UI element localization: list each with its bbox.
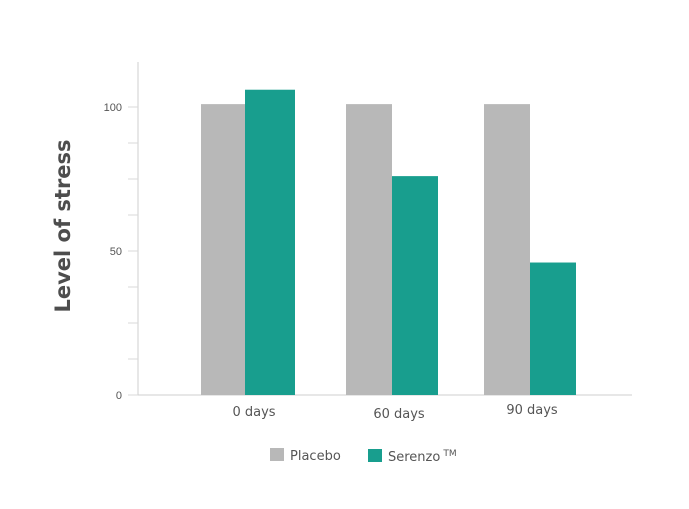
legend: Placebo Serenzo TM: [270, 448, 457, 465]
y-tick-label: 0: [116, 390, 122, 402]
bars: [201, 89, 576, 396]
legend-label-serenzo-tm: TM: [442, 449, 456, 459]
legend-swatch-serenzo: [368, 449, 382, 462]
bar-placebo-0: [201, 104, 245, 396]
bar-serenzo-0: [245, 89, 295, 395]
bar-serenzo-2: [530, 262, 576, 395]
legend-label-serenzo-name: Serenzo: [388, 450, 440, 465]
category-labels: 0 days 60 days 90 days: [232, 403, 557, 422]
y-tick-label: 50: [110, 246, 122, 258]
x-tick-label: 90 days: [506, 403, 558, 418]
y-axis-label: Level of stress: [51, 139, 75, 312]
legend-label-placebo: Placebo: [290, 449, 341, 464]
legend-label-serenzo: Serenzo TM: [388, 449, 457, 465]
bar-placebo-2: [484, 104, 530, 396]
y-tick-label: 100: [104, 102, 122, 114]
legend-swatch-placebo: [270, 448, 284, 461]
x-tick-label: 60 days: [373, 407, 425, 422]
bar-placebo-1: [346, 104, 392, 396]
bar-serenzo-1: [392, 176, 438, 395]
x-tick-label: 0 days: [232, 405, 275, 420]
